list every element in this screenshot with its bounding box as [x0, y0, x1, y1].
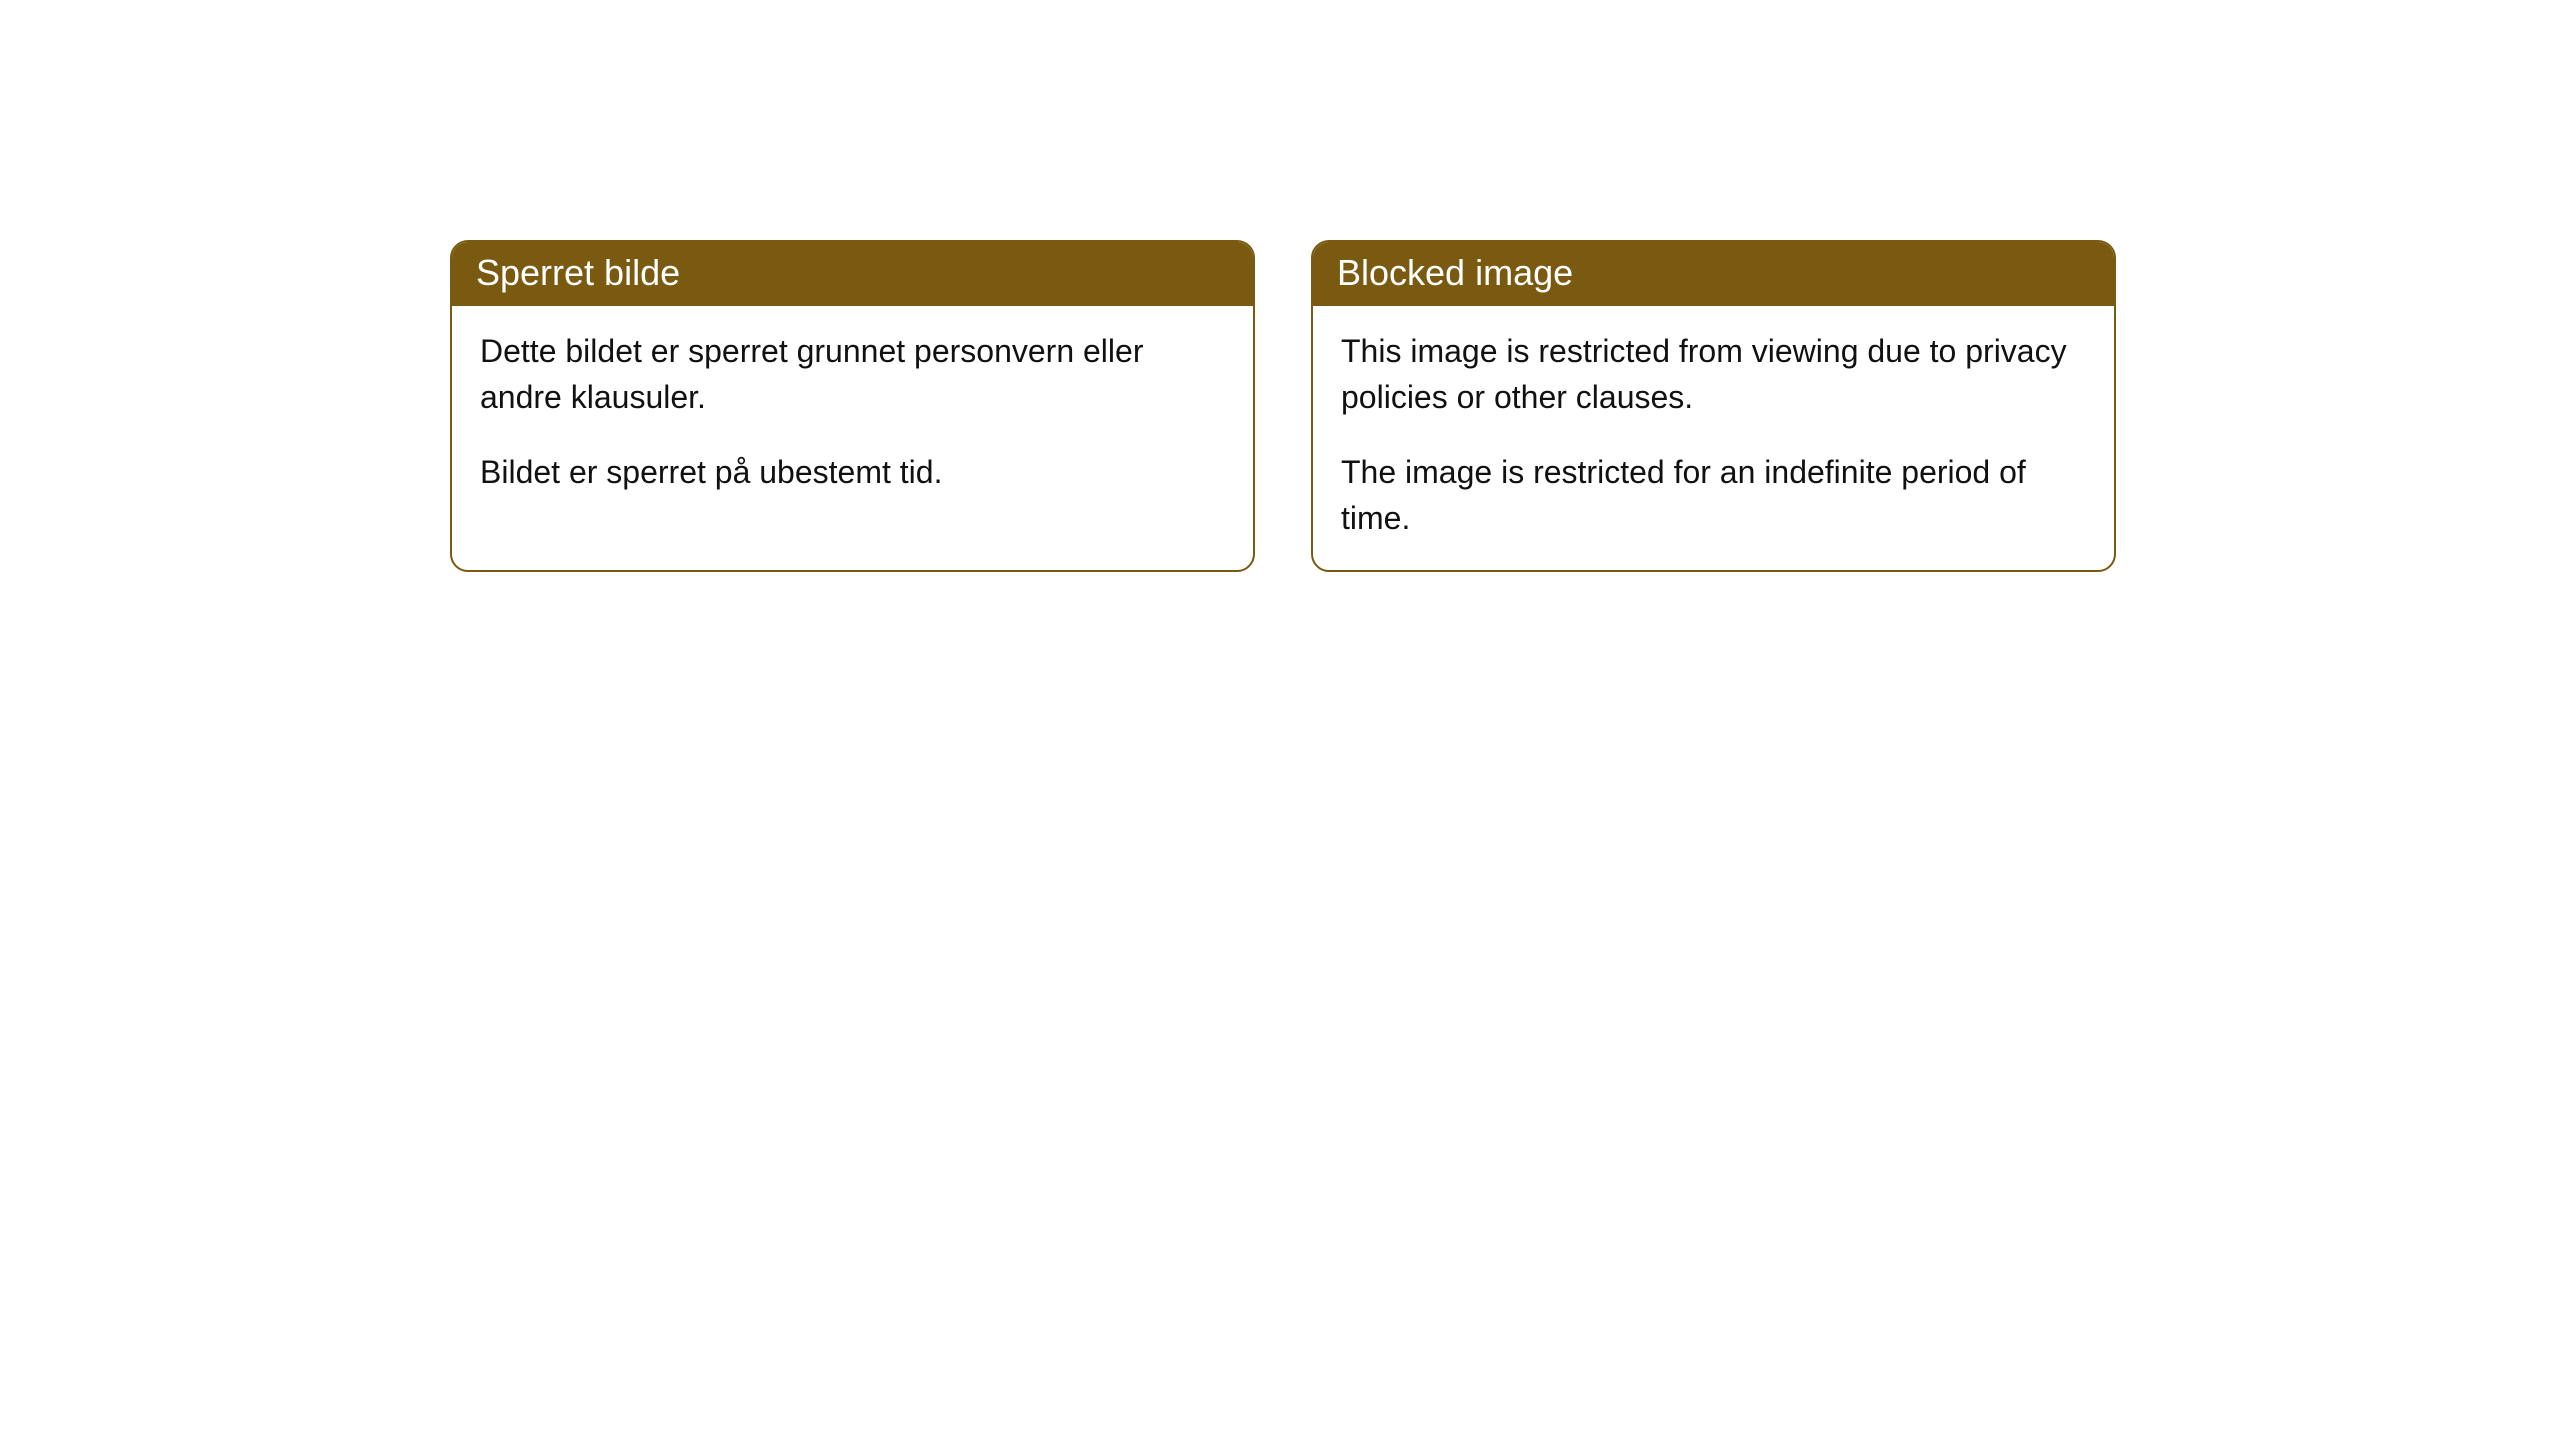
notice-cards-container: Sperret bilde Dette bildet er sperret gr…	[0, 0, 2560, 572]
card-body-en: This image is restricted from viewing du…	[1313, 306, 2114, 570]
card-body-no: Dette bildet er sperret grunnet personve…	[452, 306, 1253, 523]
card-text-no-p1: Dette bildet er sperret grunnet personve…	[480, 328, 1225, 421]
card-header-no: Sperret bilde	[452, 242, 1253, 306]
card-text-en-p1: This image is restricted from viewing du…	[1341, 328, 2086, 421]
card-header-en: Blocked image	[1313, 242, 2114, 306]
card-text-en-p2: The image is restricted for an indefinit…	[1341, 449, 2086, 542]
blocked-image-card-en: Blocked image This image is restricted f…	[1311, 240, 2116, 572]
card-text-no-p2: Bildet er sperret på ubestemt tid.	[480, 449, 1225, 495]
blocked-image-card-no: Sperret bilde Dette bildet er sperret gr…	[450, 240, 1255, 572]
